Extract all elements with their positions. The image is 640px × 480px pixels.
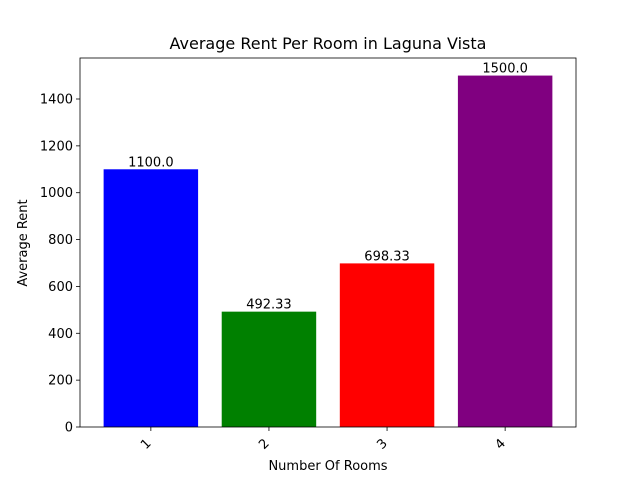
y-tick-label-800: 800 (48, 233, 73, 248)
y-tick-label-600: 600 (48, 280, 73, 295)
bar-value-label-4: 1500.0 (482, 62, 528, 77)
bar-value-label-2: 492.33 (246, 298, 292, 313)
x-axis-label: Number Of Rooms (268, 459, 387, 474)
plot-frame (79, 57, 577, 428)
y-tick-label-1400: 1400 (40, 93, 73, 108)
bar-value-label-3: 698.33 (364, 249, 410, 264)
chart-title: Average Rent Per Room in Laguna Vista (170, 34, 487, 53)
bar-value-label-1: 1100.0 (128, 155, 174, 170)
x-tick-label-3: 3 (374, 436, 390, 452)
y-tick-label-400: 400 (48, 327, 73, 342)
y-axis-label: Average Rent (16, 199, 31, 286)
bar-2 (221, 311, 317, 427)
y-tick-label-200: 200 (48, 374, 73, 389)
x-tick-label-2: 2 (256, 436, 272, 452)
x-tick-label-1: 1 (138, 436, 154, 452)
bar-4 (457, 75, 553, 427)
x-tick-label-4: 4 (492, 436, 508, 452)
bar-3 (339, 263, 435, 427)
y-tick-label-0: 0 (65, 421, 73, 436)
bar-1 (103, 169, 199, 428)
y-tick-label-1200: 1200 (40, 139, 73, 154)
y-tick-label-1000: 1000 (40, 186, 73, 201)
plot-area: 1100.0 1 492.33 2 698.33 3 1500.0 4 0 200 400 600 80… (40, 57, 577, 453)
